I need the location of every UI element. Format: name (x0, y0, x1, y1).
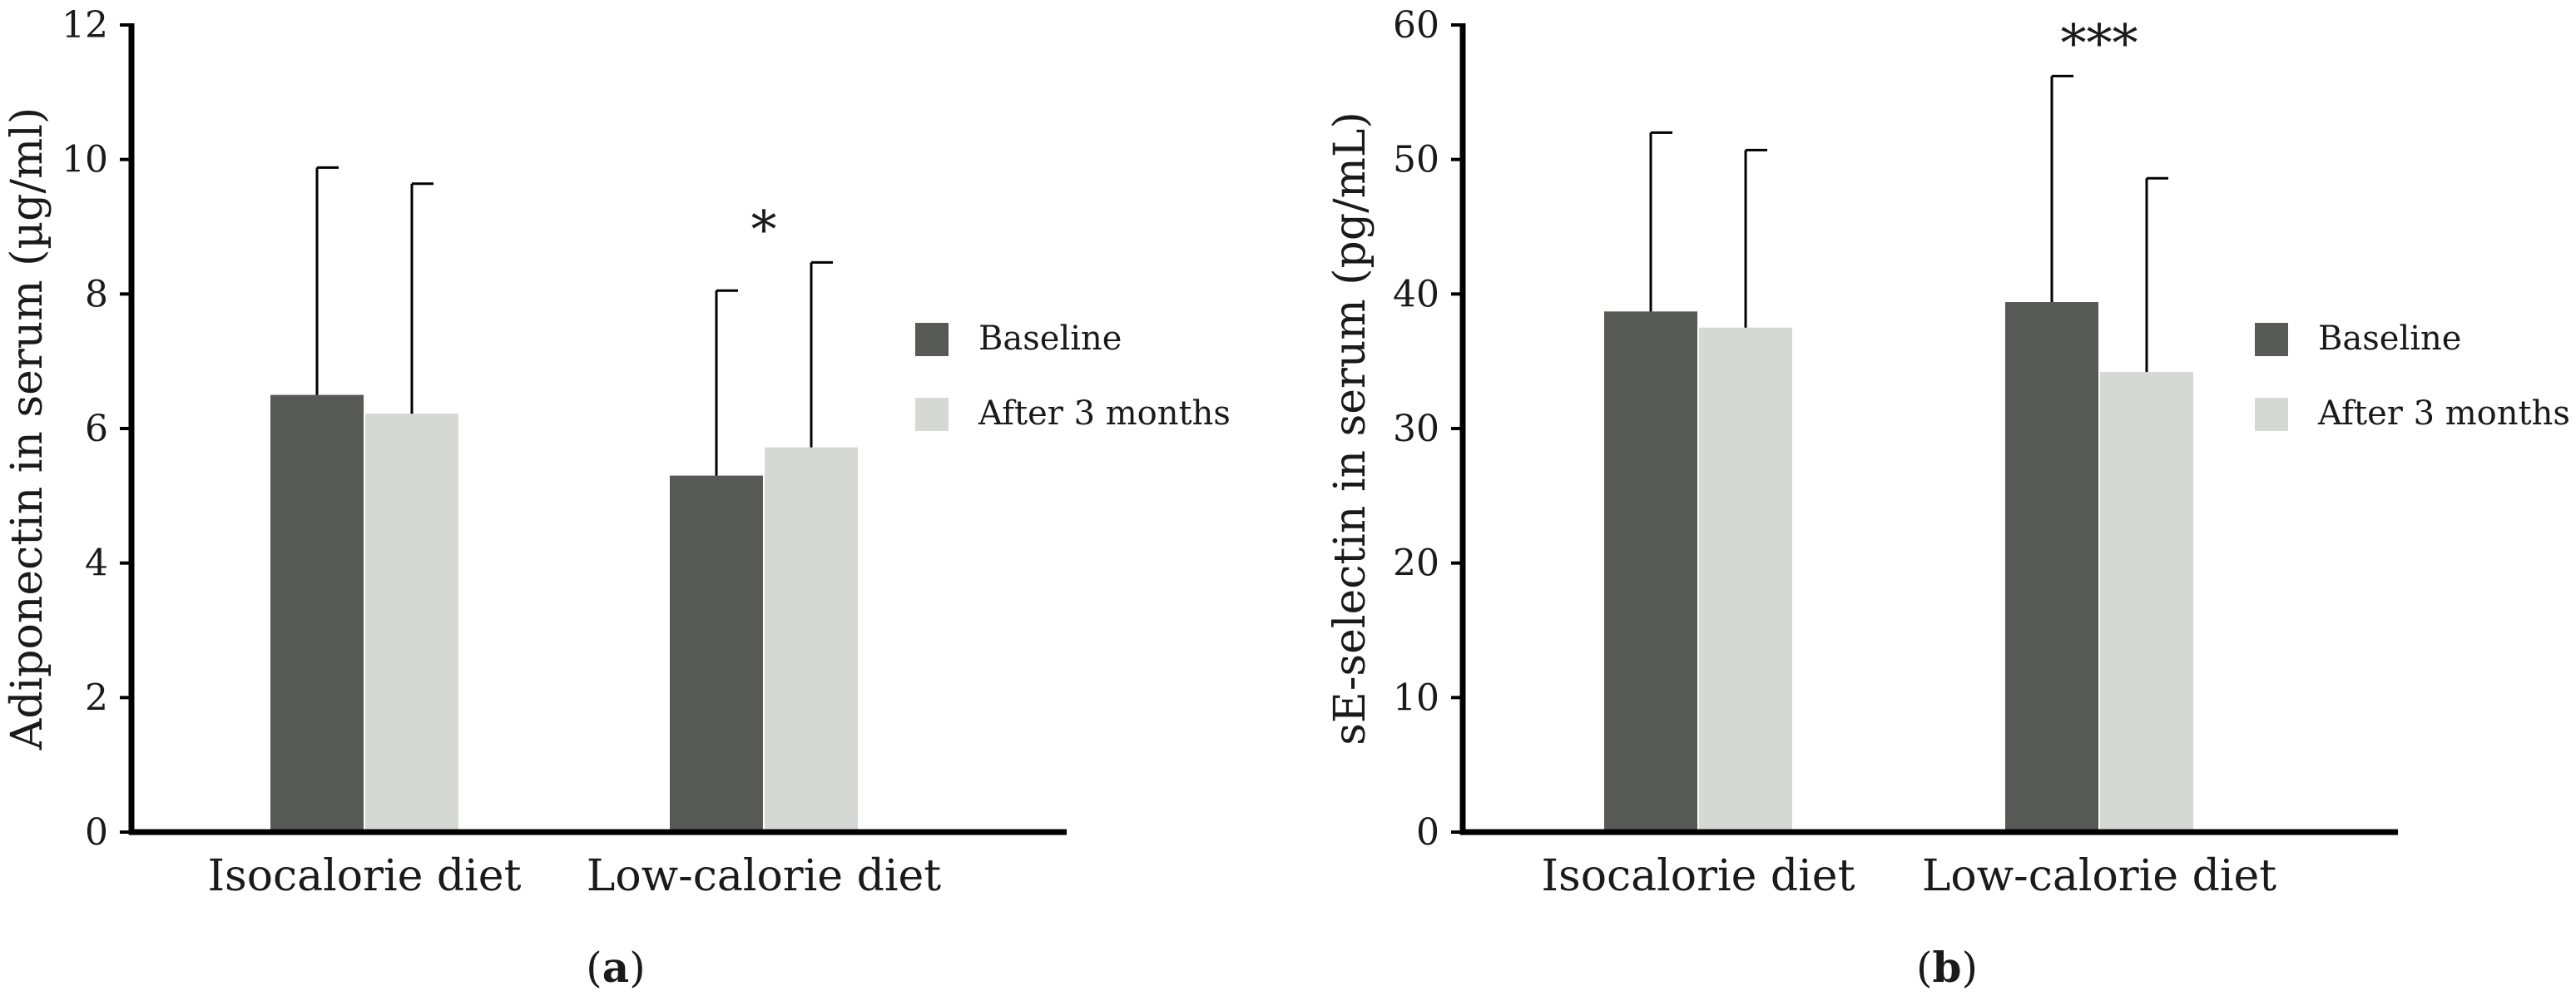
legend: Baseline After 3 months (915, 320, 1231, 433)
y-tick-label: 50 (1393, 139, 1439, 181)
y-tick-label: 60 (1393, 4, 1439, 47)
bar-baseline-2 (2005, 302, 2098, 832)
legend-label-after: After 3 months (978, 394, 1231, 433)
significance-marker: * (751, 199, 777, 260)
panel-caption-letter: b (1933, 943, 1962, 992)
y-tick-label: 8 (85, 273, 108, 315)
panel-caption: (a) (586, 943, 645, 992)
y-axis-label: Adiponectin in serum (µg/ml) (2, 107, 52, 751)
panel-caption-open: ( (1916, 944, 1933, 992)
legend-swatch-baseline (915, 323, 949, 356)
bar-baseline-1 (270, 394, 364, 832)
legend-label-baseline: Baseline (2318, 320, 2461, 358)
category-label: Low-calorie diet (1922, 851, 2276, 901)
legend-label-after: After 3 months (2317, 394, 2570, 433)
panel-caption-close: ) (629, 944, 646, 992)
significance-marker: *** (2061, 12, 2138, 73)
y-tick-label: 40 (1393, 273, 1439, 315)
y-tick-label: 0 (1416, 811, 1439, 854)
legend-label-baseline: Baseline (978, 320, 1122, 358)
bar-after-2 (2100, 372, 2193, 833)
category-label: Low-calorie diet (587, 851, 941, 901)
y-tick-label: 20 (1393, 543, 1439, 585)
chart-panel-b: 0 10 20 30 40 50 60 Isocalorie diet Low-calorie … (1325, 4, 2570, 992)
y-axis-label: sE-selectin in serum (pg/mL) (1325, 111, 1375, 746)
panel-caption-letter: a (602, 943, 629, 992)
y-tick-label: 12 (62, 4, 108, 47)
panel-caption-open: ( (586, 944, 602, 992)
y-tick-label: 4 (85, 543, 108, 585)
category-label: Isocalorie diet (208, 851, 522, 901)
chart-panel-a: 0 2 4 6 8 10 12 Isocalorie diet Low-calorie diet… (2, 4, 1231, 992)
legend-swatch-after (915, 398, 949, 431)
category-label: Isocalorie diet (1542, 851, 1855, 901)
y-tick-label: 0 (85, 811, 108, 854)
bar-baseline-2 (670, 475, 763, 832)
bar-after-2 (765, 447, 858, 832)
legend-swatch-after (2255, 398, 2288, 431)
y-tick-label: 6 (85, 408, 108, 450)
legend-swatch-baseline (2255, 323, 2288, 356)
panel-caption: (b) (1916, 943, 1978, 992)
bar-after-1 (365, 414, 458, 832)
y-tick-label: 10 (62, 139, 108, 181)
y-tick-label: 30 (1393, 408, 1439, 450)
panel-caption-close: ) (1961, 944, 1978, 992)
y-tick-label: 2 (85, 676, 108, 719)
legend: Baseline After 3 months (2255, 320, 2570, 433)
bar-baseline-1 (1604, 311, 1697, 833)
y-tick-label: 10 (1393, 676, 1439, 719)
bar-after-1 (1699, 327, 1792, 832)
